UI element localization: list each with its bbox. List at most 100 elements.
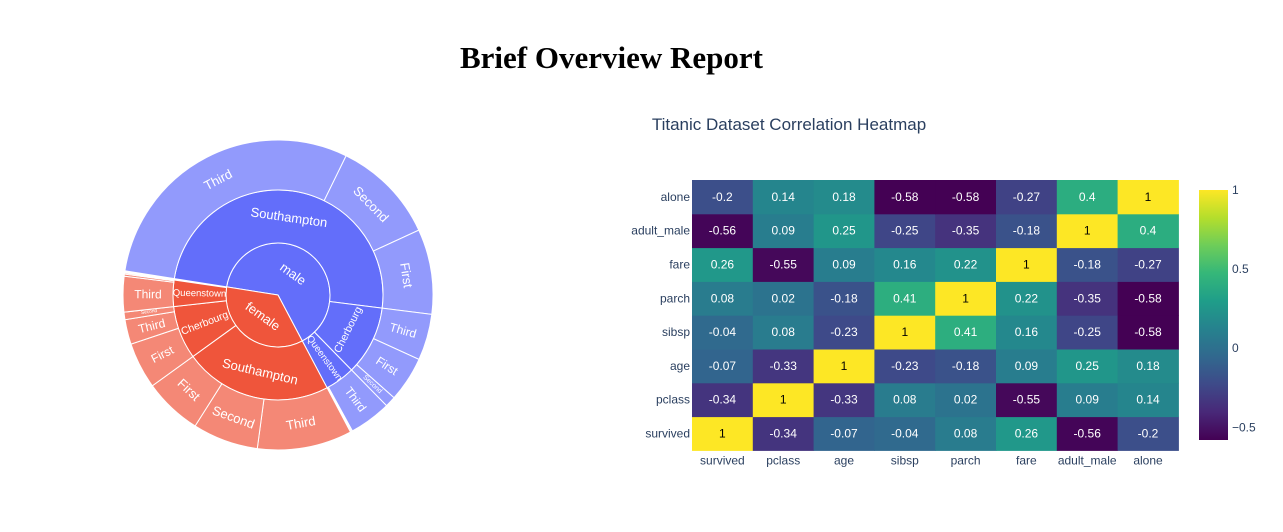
heatmap-cell-survived-adult_male[interactable] bbox=[1056, 416, 1119, 451]
heatmap-cell-sibsp-sibsp[interactable] bbox=[874, 315, 936, 350]
x-tick-label-sibsp: sibsp bbox=[891, 453, 919, 467]
heatmap-cell-alone-sibsp[interactable] bbox=[874, 180, 936, 215]
sunburst-segment-female-queenstown-first[interactable] bbox=[123, 272, 175, 282]
x-tick-label-age: age bbox=[834, 453, 854, 467]
heatmap-cell-parch-alone[interactable] bbox=[1117, 281, 1179, 316]
sunburst-label-female-cherbourg-third: Third bbox=[137, 316, 167, 336]
heatmap-value-parch-age: -0.18 bbox=[830, 291, 858, 305]
heatmap-value-alone-adult_male: 0.4 bbox=[1079, 190, 1096, 204]
heatmap-value-age-adult_male: 0.25 bbox=[1076, 359, 1100, 373]
colorbar bbox=[1199, 190, 1228, 440]
heatmap-cell-alone-age[interactable] bbox=[813, 180, 875, 215]
heatmap-value-adult_male-age: 0.25 bbox=[832, 224, 856, 238]
heatmap-cell-sibsp-alone[interactable] bbox=[1117, 315, 1179, 350]
heatmap-cell-fare-sibsp[interactable] bbox=[874, 247, 936, 282]
heatmap-cell-age-pclass[interactable] bbox=[752, 349, 815, 384]
heatmap-cell-pclass-age[interactable] bbox=[813, 382, 875, 418]
heatmap-cell-parch-sibsp[interactable] bbox=[874, 281, 936, 316]
heatmap-value-fare-sibsp: 0.16 bbox=[893, 258, 917, 272]
heatmap-cell-age-fare[interactable] bbox=[996, 349, 1058, 384]
heatmap-cell-age-survived[interactable] bbox=[692, 349, 754, 384]
heatmap-cell-survived-age[interactable] bbox=[813, 416, 875, 451]
heatmap-value-parch-survived: 0.08 bbox=[711, 291, 735, 305]
heatmap-cell-alone-survived[interactable] bbox=[692, 180, 754, 215]
heatmap-cell-age-parch[interactable] bbox=[935, 349, 997, 384]
heatmap-cell-parch-age[interactable] bbox=[813, 281, 875, 316]
heatmap-cell-adult_male-survived[interactable] bbox=[692, 213, 754, 249]
heatmap-cell-pclass-alone[interactable] bbox=[1117, 382, 1179, 418]
heatmap-cell-sibsp-pclass[interactable] bbox=[752, 315, 815, 350]
heatmap-cell-age-alone[interactable] bbox=[1117, 349, 1179, 384]
heatmap-value-pclass-sibsp: 0.08 bbox=[893, 393, 917, 407]
heatmap-cell-survived-alone[interactable] bbox=[1117, 416, 1179, 451]
heatmap-value-pclass-pclass: 1 bbox=[780, 393, 787, 407]
heatmap-cell-survived-parch[interactable] bbox=[935, 416, 997, 451]
x-tick-label-pclass: pclass bbox=[766, 453, 800, 467]
heatmap-cell-pclass-survived[interactable] bbox=[692, 382, 754, 418]
heatmap-cell-parch-parch[interactable] bbox=[935, 281, 997, 316]
heatmap-cell-parch-fare[interactable] bbox=[996, 281, 1058, 316]
heatmap-cell-age-adult_male[interactable] bbox=[1056, 349, 1119, 384]
heatmap-cell-fare-alone[interactable] bbox=[1117, 247, 1179, 282]
heatmap-cell-age-age[interactable] bbox=[813, 349, 875, 384]
heatmap-cell-survived-sibsp[interactable] bbox=[874, 416, 936, 451]
heatmap-cell-survived-survived[interactable] bbox=[692, 416, 754, 451]
heatmap-cell-pclass-parch[interactable] bbox=[935, 382, 997, 418]
heatmap-cell-sibsp-parch[interactable] bbox=[935, 315, 997, 350]
heatmap-value-sibsp-fare: 0.16 bbox=[1015, 325, 1039, 339]
colorbar-tick-label: 0 bbox=[1232, 341, 1239, 355]
heatmap-cell-alone-parch[interactable] bbox=[935, 180, 997, 215]
heatmap-cell-fare-age[interactable] bbox=[813, 247, 875, 282]
sunburst-label-female-queenstown: Queenstown bbox=[173, 288, 227, 300]
heatmap-cell-adult_male-parch[interactable] bbox=[935, 213, 997, 249]
heatmap-cell-parch-adult_male[interactable] bbox=[1056, 281, 1119, 316]
heatmap-cell-pclass-pclass[interactable] bbox=[752, 382, 815, 418]
heatmap-cell-sibsp-survived[interactable] bbox=[692, 315, 754, 350]
heatmap-cell-sibsp-fare[interactable] bbox=[996, 315, 1058, 350]
heatmap-cell-parch-pclass[interactable] bbox=[752, 281, 815, 316]
heatmap-value-alone-survived: -0.2 bbox=[712, 190, 733, 204]
heatmap-cell-sibsp-adult_male[interactable] bbox=[1056, 315, 1119, 350]
heatmap-value-pclass-age: -0.33 bbox=[830, 393, 858, 407]
heatmap-cell-pclass-adult_male[interactable] bbox=[1056, 382, 1119, 418]
sunburst-segment-male-southampton-third[interactable] bbox=[124, 139, 347, 280]
y-tick-label-pclass: pclass bbox=[656, 393, 690, 407]
heatmap-value-survived-parch: 0.08 bbox=[954, 427, 978, 441]
heatmap-cell-adult_male-alone[interactable] bbox=[1117, 213, 1179, 249]
heatmap-cell-alone-alone[interactable] bbox=[1117, 180, 1179, 215]
heatmap-value-age-pclass: -0.33 bbox=[770, 359, 798, 373]
heatmap-cell-age-sibsp[interactable] bbox=[874, 349, 936, 384]
heatmap-value-adult_male-parch: -0.35 bbox=[952, 224, 980, 238]
heatmap-cell-survived-fare[interactable] bbox=[996, 416, 1058, 451]
heatmap-cell-fare-parch[interactable] bbox=[935, 247, 997, 282]
heatmap-cell-fare-fare[interactable] bbox=[996, 247, 1058, 282]
heatmap-value-pclass-fare: -0.55 bbox=[1013, 393, 1041, 407]
heatmap-value-fare-adult_male: -0.18 bbox=[1074, 258, 1102, 272]
heatmap-cell-adult_male-age[interactable] bbox=[813, 213, 875, 249]
heatmap-cell-sibsp-age[interactable] bbox=[813, 315, 875, 350]
heatmap-cell-pclass-sibsp[interactable] bbox=[874, 382, 936, 418]
heatmap-cell-fare-adult_male[interactable] bbox=[1056, 247, 1119, 282]
heatmap-cell-parch-survived[interactable] bbox=[692, 281, 754, 316]
heatmap-cell-adult_male-fare[interactable] bbox=[996, 213, 1058, 249]
heatmap-cell-adult_male-sibsp[interactable] bbox=[874, 213, 936, 249]
heatmap-cell-alone-pclass[interactable] bbox=[752, 180, 815, 215]
y-tick-label-sibsp: sibsp bbox=[662, 325, 690, 339]
heatmap-cell-adult_male-adult_male[interactable] bbox=[1056, 213, 1119, 249]
heatmap-value-pclass-adult_male: 0.09 bbox=[1076, 393, 1100, 407]
heatmap-cell-alone-fare[interactable] bbox=[996, 180, 1058, 215]
heatmap-cell-fare-pclass[interactable] bbox=[752, 247, 815, 282]
heatmap-cell-survived-pclass[interactable] bbox=[752, 416, 815, 451]
heatmap-title: Titanic Dataset Correlation Heatmap bbox=[652, 115, 926, 134]
heatmap-cell-pclass-fare[interactable] bbox=[996, 382, 1058, 418]
heatmap-cell-fare-survived[interactable] bbox=[692, 247, 754, 282]
heatmap-cell-adult_male-pclass[interactable] bbox=[752, 213, 815, 249]
sunburst-label-female-queenstown-third: Third bbox=[134, 287, 161, 301]
heatmap-value-survived-adult_male: -0.56 bbox=[1074, 427, 1102, 441]
heatmap-value-adult_male-survived: -0.56 bbox=[709, 224, 737, 238]
x-tick-label-alone: alone bbox=[1133, 453, 1163, 467]
heatmap-cell-alone-adult_male[interactable] bbox=[1056, 180, 1119, 215]
heatmap-value-alone-pclass: 0.14 bbox=[772, 190, 796, 204]
heatmap-value-age-fare: 0.09 bbox=[1015, 359, 1039, 373]
heatmap-value-alone-alone: 1 bbox=[1145, 190, 1152, 204]
